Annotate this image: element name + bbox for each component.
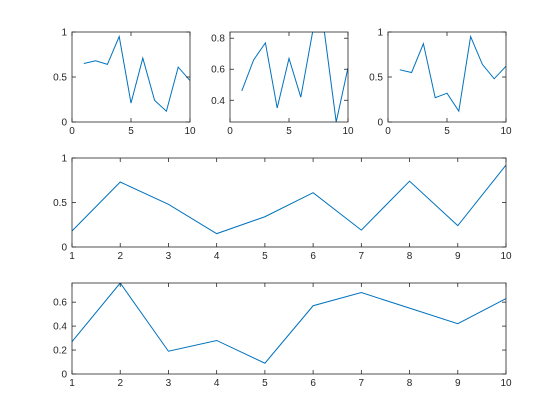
axes-box — [71, 157, 507, 248]
x-tick-label: 8 — [407, 378, 413, 389]
x-tick-label: 7 — [359, 378, 365, 389]
plot-area — [83, 34, 190, 113]
x-tick-label: 3 — [166, 378, 172, 389]
plot-area — [72, 283, 506, 364]
y-tick-label: 0 — [377, 118, 383, 129]
x-tick-label: 5 — [444, 126, 450, 137]
axes-box — [71, 282, 507, 375]
x-tick-label: 0 — [385, 126, 391, 137]
plot-area — [399, 34, 506, 113]
x-tick-label: 9 — [455, 251, 461, 262]
y-tick-label: 0 — [61, 370, 67, 381]
line — [83, 34, 190, 113]
x-tick-label: 2 — [117, 251, 123, 262]
y-tick-label: 0.8 — [211, 34, 225, 45]
line — [72, 283, 506, 364]
x-tick-label: 2 — [117, 378, 123, 389]
x-tick-label: 7 — [359, 251, 365, 262]
y-tick-label: 0.6 — [53, 298, 67, 309]
x-tick-label: 0 — [69, 126, 75, 137]
x-tick-label: 0 — [227, 126, 233, 137]
line — [241, 32, 348, 122]
x-tick-label: 5 — [286, 126, 292, 137]
y-tick-label: 0 — [61, 243, 67, 254]
subplot: 0 5 10 0 0.5 1 — [369, 28, 512, 138]
plot-area — [72, 164, 506, 235]
subplot: 0 5 10 0.4 0.6 0.8 — [211, 31, 354, 137]
x-tick-label: 6 — [310, 251, 316, 262]
y-tick-label: 1 — [61, 154, 67, 165]
plot-area — [241, 32, 348, 122]
x-tick-label: 1 — [69, 251, 75, 262]
x-tick-label: 5 — [262, 378, 268, 389]
x-tick-label: 10 — [500, 378, 512, 389]
y-tick-label: 0 — [61, 118, 67, 129]
x-tick-label: 8 — [407, 251, 413, 262]
subplot: 0 5 10 0 0.5 1 — [53, 28, 196, 138]
x-tick-label: 4 — [214, 378, 220, 389]
line — [399, 34, 506, 113]
y-tick-label: 0.5 — [53, 73, 67, 84]
x-tick-label: 10 — [500, 126, 512, 137]
y-tick-label: 0.5 — [53, 198, 67, 209]
subplot: 1 2 3 4 5 6 7 8 9 10 0 0.2 0.4 0.6 — [53, 282, 512, 389]
x-tick-label: 1 — [69, 378, 75, 389]
x-tick-label: 3 — [166, 251, 172, 262]
y-tick-label: 0.6 — [211, 65, 225, 76]
axes-box — [71, 31, 191, 123]
y-tick-label: 0.2 — [53, 346, 67, 357]
x-tick-label: 4 — [214, 251, 220, 262]
x-tick-label: 10 — [500, 251, 512, 262]
axes-box — [387, 31, 507, 123]
x-tick-label: 5 — [128, 126, 134, 137]
y-tick-label: 0.4 — [53, 322, 67, 333]
subplot: 1 2 3 4 5 6 7 8 9 10 0 0.5 1 — [53, 154, 512, 263]
x-tick-label: 9 — [455, 378, 461, 389]
x-tick-label: 10 — [342, 126, 354, 137]
y-tick-label: 1 — [61, 28, 67, 39]
line — [72, 164, 506, 235]
y-tick-label: 1 — [377, 28, 383, 39]
y-tick-label: 0.5 — [369, 73, 383, 84]
y-tick-label: 0.4 — [211, 96, 225, 107]
x-tick-label: 5 — [262, 251, 268, 262]
x-tick-label: 10 — [184, 126, 196, 137]
x-tick-label: 6 — [310, 378, 316, 389]
